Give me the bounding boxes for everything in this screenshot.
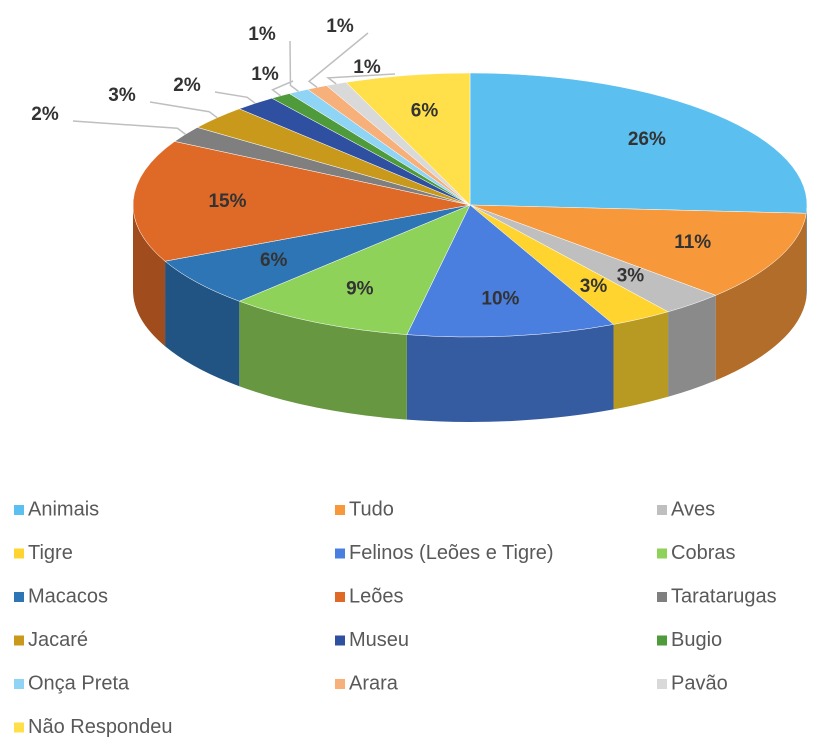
data-label: 3%	[580, 276, 608, 297]
legend-label: Onça Preta	[28, 672, 130, 694]
leader-line	[271, 80, 294, 97]
legend-label: Macacos	[28, 585, 108, 607]
legend-label: Cobras	[671, 542, 735, 564]
data-label: 26%	[628, 129, 666, 150]
legend-swatch	[14, 592, 24, 602]
legend-label: Tudo	[349, 498, 394, 520]
data-label: 1%	[248, 24, 276, 45]
legend-swatch	[14, 548, 24, 559]
data-label: 2%	[173, 75, 201, 96]
slice-side	[806, 205, 807, 299]
slice	[469, 204, 807, 296]
slice	[469, 72, 808, 214]
legend-label: Felinos (Leões e Tigre)	[349, 542, 554, 564]
pie-sides	[133, 205, 807, 422]
legend-swatch	[335, 679, 345, 689]
slice-side	[613, 311, 669, 410]
legend-label: Taratarugas	[671, 585, 777, 607]
leader-line	[214, 91, 256, 104]
data-label: 6%	[411, 101, 439, 122]
legend-label: Pavão	[671, 672, 728, 694]
slice-side	[165, 261, 240, 387]
legend-swatch	[14, 679, 24, 689]
pie-tops	[132, 72, 808, 338]
data-label: 9%	[346, 279, 374, 300]
legend-swatch	[335, 635, 345, 646]
data-label: 15%	[208, 191, 246, 212]
data-label: 6%	[260, 250, 288, 271]
slice-side	[406, 324, 614, 422]
legend-swatch	[14, 722, 24, 733]
legend-swatch	[14, 635, 24, 646]
slice	[345, 72, 471, 206]
legend-swatch	[335, 505, 345, 515]
legend-label: Tigre	[28, 542, 73, 564]
legend-label: Bugio	[671, 629, 722, 651]
legend-swatch	[657, 592, 667, 602]
leader-line	[72, 120, 186, 135]
slice	[132, 141, 471, 262]
data-label: 3%	[617, 265, 645, 286]
legend-label: Aves	[671, 498, 715, 520]
slice-side	[239, 301, 407, 420]
data-label: 1%	[326, 16, 354, 37]
data-label: 2%	[31, 104, 59, 125]
legend-label: Jacaré	[28, 629, 88, 651]
legend-label: Arara	[349, 672, 399, 694]
legend-swatch	[335, 592, 345, 602]
data-label: 10%	[481, 288, 519, 309]
leader-line	[326, 73, 396, 85]
data-label: 3%	[108, 85, 136, 106]
slice	[238, 204, 471, 335]
leader-line	[289, 40, 299, 92]
slice-side	[715, 213, 807, 381]
legend-swatch	[657, 679, 667, 689]
legend-swatch	[335, 548, 345, 559]
leader-line	[307, 32, 369, 88]
slice	[164, 204, 471, 302]
legend-label: Animais	[28, 498, 99, 520]
slice-side	[133, 205, 166, 347]
data-label: 11%	[674, 232, 711, 253]
legend-swatch	[14, 505, 24, 515]
legend-label: Não Respondeu	[28, 716, 173, 738]
legend-swatch	[657, 505, 667, 515]
data-label: 1%	[353, 57, 381, 78]
leader-line	[149, 101, 218, 119]
legend-swatch	[657, 635, 667, 646]
slice-side	[668, 295, 716, 397]
data-label: 1%	[251, 64, 279, 85]
slice	[406, 204, 615, 338]
legend-label: Leões	[349, 585, 404, 607]
legend-swatch	[657, 548, 667, 559]
legend-label: Museu	[349, 629, 409, 651]
